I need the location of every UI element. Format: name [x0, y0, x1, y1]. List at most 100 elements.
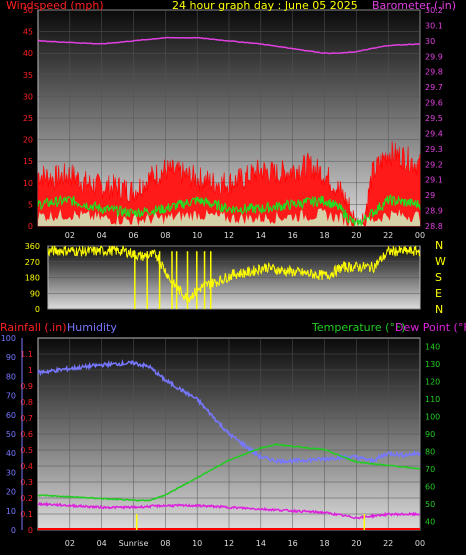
x-tick-label: 14 — [256, 539, 266, 548]
wind-tick-label: 15 — [23, 157, 33, 166]
humidity-tick-label: 40 — [6, 449, 16, 458]
rain-tick-label: 0 — [28, 526, 33, 535]
temperature-line — [38, 442, 421, 502]
barometer-tick-label: 30.2 — [425, 6, 443, 15]
wind-tick-label: 25 — [23, 114, 33, 123]
compass-w: W — [435, 255, 446, 268]
direction-tick-label: 180 — [25, 274, 40, 283]
x-tick-label: 04 — [97, 539, 107, 548]
x-tick-label: 16 — [288, 539, 298, 548]
x-tick-label: 12 — [224, 231, 234, 240]
x-tick-label: 18 — [319, 231, 329, 240]
rain-tick-label: 0.4 — [20, 462, 33, 471]
temperature-tick-label: 140 — [425, 343, 440, 352]
x-tick-label: 02 — [65, 539, 75, 548]
x-tick-label: 00 — [415, 231, 425, 240]
x-tick-label: 22 — [383, 539, 393, 548]
compass-s: S — [435, 271, 442, 284]
rain-tick-label: 0.8 — [20, 398, 33, 407]
dewpoint-line — [38, 501, 421, 520]
barometer-tick-label: 29.6 — [425, 99, 443, 108]
compass-n-bottom: N — [435, 303, 443, 316]
x-tick-label: 06 — [128, 231, 138, 240]
wind-tick-label: 5 — [28, 200, 33, 209]
rainfall-label: Rainfall (.in) — [0, 321, 67, 334]
barometer-tick-label: 29.3 — [425, 145, 443, 154]
humidity-tick-label: 10 — [6, 507, 16, 516]
direction-tick-label: 90 — [30, 289, 40, 298]
rain-tick-label: 0.6 — [20, 430, 33, 439]
x-tick-label: Sunrise — [119, 539, 149, 548]
x-tick-label: 10 — [192, 539, 202, 548]
barometer-tick-label: 29.4 — [425, 129, 443, 138]
barometer-tick-label: 28.9 — [425, 207, 443, 216]
rain-tick-label: 1.1 — [20, 350, 33, 359]
barometer-tick-label: 29.7 — [425, 83, 443, 92]
humidity-tick-label: 100 — [1, 334, 16, 343]
x-tick-label: 20 — [351, 539, 361, 548]
x-tick-label: 12 — [224, 539, 234, 548]
temperature-tick-label: 120 — [425, 378, 440, 387]
direction-tick-label: 270 — [25, 258, 40, 267]
temperature-tick-label: 60 — [425, 482, 435, 491]
humidity-tick-label: 90 — [6, 353, 16, 362]
temperature-tick-label: 80 — [425, 447, 435, 456]
rain-tick-label: 1 — [28, 366, 33, 375]
compass-n-top: N — [435, 239, 443, 252]
dewpoint-label: Dew Point (°F) — [395, 321, 466, 334]
humidity-tick-label: 60 — [6, 411, 16, 420]
x-tick-label: 20 — [351, 231, 361, 240]
wind-tick-label: 40 — [23, 49, 33, 58]
barometer-label: Barometer (.in) — [372, 0, 456, 12]
wind-speed-area — [38, 208, 420, 226]
rain-tick-label: 0.2 — [20, 494, 33, 503]
humidity-label: Humidity — [67, 321, 117, 334]
x-tick-label: 00 — [415, 539, 425, 548]
windspeed-label: Windspeed (mph) — [6, 0, 104, 12]
wind-tick-label: 45 — [23, 28, 33, 37]
x-tick-label: 04 — [97, 231, 107, 240]
x-tick-label: 02 — [65, 231, 75, 240]
barometer-line — [37, 36, 421, 55]
humidity-tick-label: 70 — [6, 392, 16, 401]
rain-tick-label: 0.7 — [20, 414, 33, 423]
x-tick-label: 14 — [256, 231, 266, 240]
barometer-tick-label: 29.1 — [425, 176, 443, 185]
x-tick-label: 22 — [383, 231, 393, 240]
temperature-label: Temperature (°F) — [311, 321, 406, 334]
temperature-tick-label: 50 — [425, 500, 435, 509]
barometer-tick-label: 30.1 — [425, 21, 443, 30]
wind-tick-label: 50 — [23, 6, 33, 15]
humidity-tick-label: 80 — [6, 372, 16, 381]
temperature-tick-label: 100 — [425, 413, 440, 422]
wind-tick-label: 30 — [23, 92, 33, 101]
barometer-tick-label: 29.2 — [425, 160, 443, 169]
x-tick-label: 18 — [319, 539, 329, 548]
barometer-tick-label: 29.8 — [425, 68, 443, 77]
rain-tick-label: 0.1 — [20, 510, 33, 519]
series-group — [37, 36, 421, 530]
direction-tick-label: 0 — [35, 305, 40, 314]
axes: 0510152025303540455028.828.92929.129.229… — [1, 6, 443, 548]
x-tick-label: 08 — [160, 231, 170, 240]
rain-tick-label: 0.3 — [20, 478, 33, 487]
temperature-tick-label: 130 — [425, 360, 440, 369]
wind-tick-label: 20 — [23, 136, 33, 145]
compass-e: E — [435, 287, 442, 300]
temperature-tick-label: 110 — [425, 395, 440, 404]
wind-tick-label: 0 — [28, 222, 33, 231]
barometer-tick-label: 29 — [425, 191, 435, 200]
temperature-tick-label: 70 — [425, 465, 435, 474]
temperature-tick-label: 40 — [425, 517, 435, 526]
x-tick-label: 16 — [288, 231, 298, 240]
wind-direction-line — [47, 245, 421, 304]
wind-gust-area — [37, 141, 421, 227]
humidity-tick-label: 50 — [6, 430, 16, 439]
temperature-tick-label: 90 — [425, 430, 435, 439]
wind-tick-label: 35 — [23, 71, 33, 80]
rain-tick-label: 0.5 — [20, 446, 33, 455]
rain-tick-label: 0.9 — [20, 382, 33, 391]
barometer-tick-label: 28.8 — [425, 222, 443, 231]
humidity-tick-label: 0 — [11, 526, 16, 535]
